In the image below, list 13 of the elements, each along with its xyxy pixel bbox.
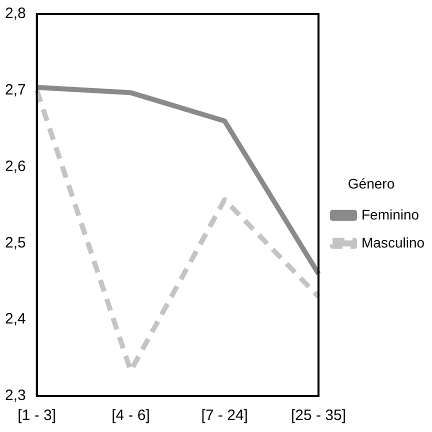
x-tick-label: [7 - 24]: [201, 407, 248, 424]
x-tick-label: [1 - 3]: [18, 407, 56, 424]
legend-label: Feminino: [362, 206, 420, 222]
y-tick-label: 2,4: [4, 310, 26, 328]
legend-label: Masculino: [362, 234, 425, 250]
y-tick-label: 2,8: [4, 5, 26, 22]
y-tick-label: 2,5: [4, 234, 26, 252]
y-tick-label: 2,3: [4, 387, 26, 404]
legend-title: Género: [348, 175, 395, 192]
y-tick-label: 2,6: [4, 158, 26, 175]
x-tick-label: [25 - 35]: [290, 407, 346, 424]
y-tick-label: 2,7: [4, 82, 26, 99]
x-tick-label: [4 - 6]: [112, 407, 150, 424]
